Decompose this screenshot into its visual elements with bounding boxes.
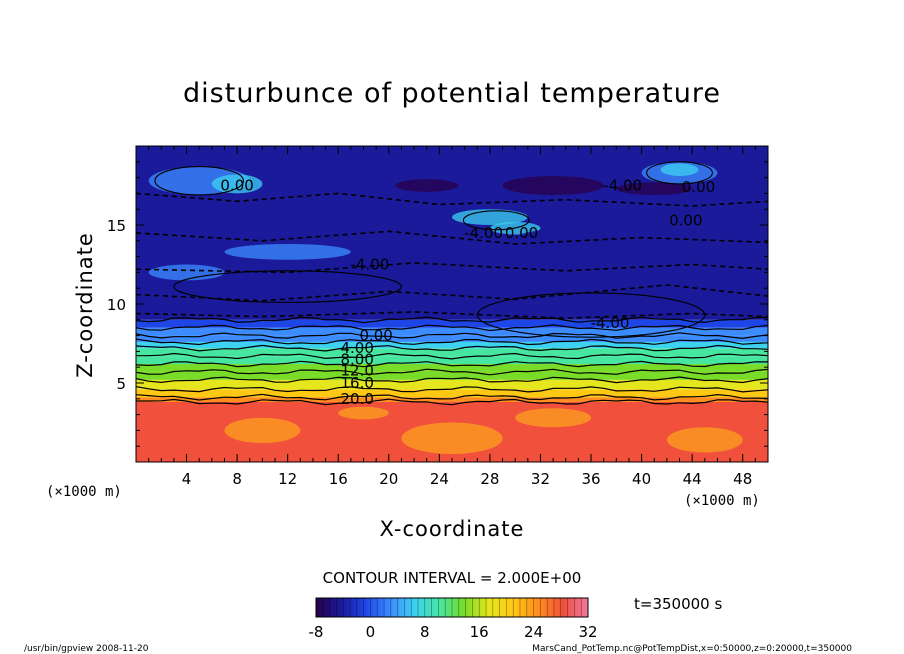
- color-band: [136, 327, 768, 336]
- contour-line: [136, 393, 768, 401]
- contour-label: 16.0: [340, 374, 373, 392]
- color-band: [136, 341, 768, 349]
- y-tick-label: 10: [107, 296, 126, 314]
- contour-line: [136, 368, 768, 376]
- texture-blob: [224, 417, 301, 444]
- contour-line: [136, 316, 768, 324]
- x-tick-label: 44: [683, 470, 702, 488]
- texture-blob: [502, 228, 629, 270]
- texture-blob: [666, 427, 743, 453]
- color-band: [136, 319, 768, 328]
- y-axis: 5 10 15: [107, 161, 768, 447]
- y-axis-label: Z-coordinate: [73, 232, 97, 378]
- contour-line: [136, 324, 768, 332]
- x-tick-label: 36: [581, 470, 600, 488]
- texture-blob: [515, 408, 592, 428]
- texture-blob: [224, 243, 351, 260]
- x-tick-label: 48: [733, 470, 752, 488]
- contour-ring: [154, 165, 244, 196]
- contour-interval-text: CONTOUR INTERVAL = 2.000E+00: [323, 569, 582, 587]
- chart-title: disturbunce of potential temperature: [183, 78, 721, 109]
- contour-line: [136, 398, 768, 406]
- contour-label: -4.00: [591, 314, 630, 332]
- plot-area: 0.00 -4.00 0.000.00-4.00 0.00-4.00-4.000.00…: [136, 146, 768, 462]
- contour-ring: [476, 292, 706, 338]
- contour-ring: [173, 270, 402, 303]
- contour-ring: [646, 161, 713, 185]
- contour-label: 0.00: [505, 224, 538, 242]
- contour-label: -4.00: [464, 224, 503, 242]
- contour-line: [136, 352, 768, 360]
- color-band: [136, 389, 768, 398]
- color-band: [136, 356, 768, 365]
- contour-label: 4.00: [340, 339, 373, 357]
- contour-label: 20.0: [340, 390, 373, 408]
- colorbar-tick-label: -8: [309, 623, 324, 641]
- texture-blob: [136, 204, 288, 221]
- texture-blob: [211, 174, 263, 194]
- contour-label: -4.00: [350, 256, 389, 274]
- texture-blob: [338, 406, 389, 420]
- texture-blob: [395, 179, 459, 192]
- x-tick-label: 8: [232, 470, 242, 488]
- contour-line: [136, 332, 768, 340]
- x-tick-label: 28: [480, 470, 499, 488]
- contour-label: 0.00: [359, 327, 392, 345]
- footer-left: /usr/bin/gpview 2008-11-20: [24, 644, 149, 654]
- color-band: [136, 335, 768, 342]
- contour-line-dashed: [136, 192, 768, 207]
- footer-right: MarsCand_PotTemp.nc@PotTempDist,x=0:5000…: [532, 644, 852, 654]
- texture-blob: [591, 285, 743, 317]
- x-tick-label: 16: [329, 470, 348, 488]
- colorbar: -8 0 8 16 24 32: [309, 597, 598, 641]
- contour-line-dashed: [136, 284, 768, 302]
- x-tick-label: 4: [182, 470, 192, 488]
- texture-blob: [616, 182, 693, 195]
- x-unit-left: (×1000 m): [46, 484, 122, 500]
- contour-line-dashed: [136, 262, 768, 274]
- texture-blob: [452, 209, 528, 226]
- x-tick-label: 24: [430, 470, 449, 488]
- texture-blob: [660, 163, 699, 177]
- contour-line: [136, 376, 768, 384]
- x-tick-label: 40: [632, 470, 651, 488]
- texture-blob: [148, 264, 225, 281]
- color-band: [136, 379, 768, 390]
- texture-blob: [502, 176, 604, 195]
- colorbar-tick-label: 0: [366, 623, 376, 641]
- colorbar-tick-label: 32: [578, 623, 597, 641]
- contour-label: 0.00: [682, 178, 715, 196]
- contour-label: 0.00: [669, 211, 702, 229]
- contour-ring: [462, 210, 530, 231]
- x-tick-label: 20: [379, 470, 398, 488]
- contour-line: [136, 338, 768, 346]
- contour-line: [136, 386, 768, 393]
- color-band: [136, 397, 768, 402]
- colorbar-tick-label: 8: [420, 623, 430, 641]
- contour-label: 0.00: [220, 177, 253, 195]
- contour-label: 12.0: [340, 361, 373, 379]
- x-axis-label: X-coordinate: [380, 517, 525, 541]
- x-tick-label: 32: [531, 470, 550, 488]
- texture-blob: [414, 278, 566, 304]
- x-unit-right: (×1000 m): [684, 493, 760, 509]
- time-text: t=350000 s: [634, 595, 722, 613]
- color-band: [136, 348, 768, 357]
- x-axis: 4 8 12 16 20 24 28 32 36 40 44 48: [148, 146, 756, 488]
- y-tick-label: 5: [116, 375, 126, 393]
- y-tick-label: 15: [107, 217, 126, 235]
- x-tick-label: 12: [278, 470, 297, 488]
- contour-line: [136, 344, 768, 352]
- contour-label: -4.00: [603, 177, 642, 195]
- contour-line: [136, 360, 768, 368]
- colorbar-tick-label: 24: [524, 623, 543, 641]
- contour-line-dashed: [136, 230, 768, 245]
- colorbar-tick-label: 16: [470, 623, 489, 641]
- color-band: [136, 371, 768, 380]
- color-band: [136, 364, 768, 372]
- texture-blob: [401, 422, 503, 455]
- contour-label: 8.00: [340, 350, 373, 368]
